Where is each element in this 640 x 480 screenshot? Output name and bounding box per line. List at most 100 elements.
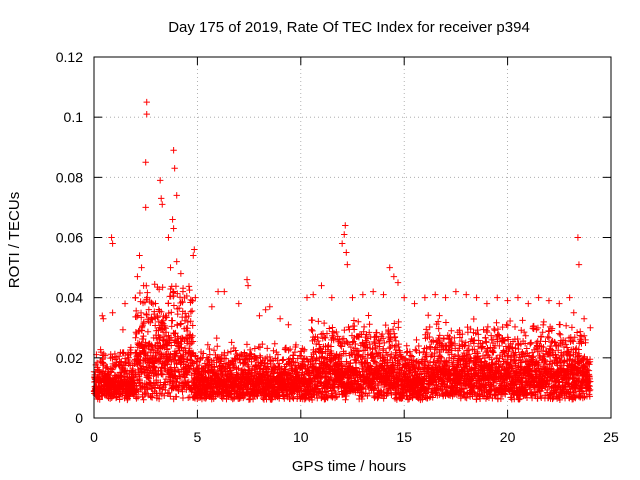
roti-point <box>168 342 175 349</box>
roti-point <box>104 363 111 371</box>
roti-point <box>168 323 175 330</box>
roti-point <box>222 355 230 362</box>
roti-point <box>144 328 152 335</box>
roti-point <box>145 306 153 313</box>
roti-point <box>156 385 163 392</box>
roti-point <box>228 339 235 346</box>
roti-point <box>175 387 182 395</box>
roti-point <box>172 350 180 357</box>
roti-point <box>252 363 259 370</box>
roti-point <box>187 308 195 315</box>
roti-point <box>101 352 109 359</box>
roti-point <box>186 356 194 363</box>
roti-point <box>187 318 194 325</box>
roti-point <box>178 344 185 351</box>
roti-point <box>163 314 170 321</box>
roti-point <box>161 333 169 340</box>
roti-point <box>159 284 166 291</box>
roti-point <box>244 361 251 368</box>
roti-point <box>125 358 133 366</box>
roti-point <box>158 308 165 316</box>
roti-point <box>142 339 149 346</box>
roti-point <box>145 375 153 382</box>
roti-point <box>174 310 181 318</box>
roti-point <box>152 322 159 329</box>
roti-point <box>243 341 251 348</box>
roti-point <box>188 339 195 347</box>
roti-point <box>120 349 127 356</box>
roti-point <box>100 360 107 367</box>
roti-point <box>100 350 107 358</box>
roti-point <box>158 370 165 378</box>
roti-point <box>186 286 193 294</box>
roti-point <box>185 283 193 290</box>
roti-point <box>153 349 161 356</box>
roti-point <box>167 351 174 358</box>
roti-point <box>173 393 180 401</box>
roti-point <box>136 370 144 378</box>
roti-point <box>230 362 237 370</box>
roti-point <box>183 292 190 300</box>
roti-point <box>188 307 196 315</box>
roti-point <box>163 346 171 353</box>
roti-point <box>152 349 159 357</box>
roti-point <box>172 283 180 290</box>
roti-point <box>140 332 147 340</box>
roti-point <box>211 364 218 371</box>
roti-point <box>154 312 161 320</box>
roti-point <box>189 332 196 340</box>
roti-point <box>140 396 147 403</box>
roti-point <box>188 334 195 341</box>
roti-point <box>118 358 125 365</box>
roti-point <box>196 361 203 369</box>
roti-point <box>122 370 130 378</box>
roti-point <box>134 312 142 319</box>
roti-point <box>151 280 158 288</box>
roti-point <box>149 316 156 323</box>
roti-point <box>132 334 139 341</box>
roti-point <box>151 343 159 351</box>
roti-point <box>132 307 140 315</box>
roti-point <box>176 294 184 301</box>
roti-point <box>240 360 248 367</box>
roti-point <box>157 355 164 363</box>
roti-point <box>167 334 175 341</box>
roti-point <box>213 334 220 342</box>
roti-point <box>184 325 191 332</box>
roti-point <box>155 358 163 366</box>
roti-point <box>140 318 148 326</box>
roti-point <box>182 374 189 381</box>
roti-point <box>172 353 179 361</box>
data-points <box>90 98 594 404</box>
roti-point <box>232 347 239 354</box>
roti-point <box>189 297 196 305</box>
roti-point <box>172 329 179 337</box>
roti-point <box>122 359 129 367</box>
roti-point <box>165 300 172 307</box>
roti-point <box>162 329 170 336</box>
roti-point <box>248 358 255 366</box>
roti-point <box>174 322 181 329</box>
roti-point <box>169 317 176 324</box>
roti-point <box>99 362 107 369</box>
roti-point <box>144 386 151 393</box>
roti-point <box>175 304 183 312</box>
roti-point <box>136 379 144 386</box>
roti-point <box>159 371 167 378</box>
roti-point <box>136 349 143 356</box>
roti-point <box>144 352 151 359</box>
roti-point <box>148 299 155 306</box>
roti-point <box>181 310 189 317</box>
roti-point <box>161 392 168 399</box>
roti-point <box>174 290 181 297</box>
roti-point <box>206 351 213 358</box>
roti-point <box>136 289 144 297</box>
roti-point <box>96 396 103 403</box>
roti-point <box>157 367 164 374</box>
roti-point <box>181 336 188 344</box>
roti-point <box>144 289 151 296</box>
roti-point <box>130 377 138 384</box>
roti-point <box>171 330 178 337</box>
roti-point <box>162 312 169 320</box>
